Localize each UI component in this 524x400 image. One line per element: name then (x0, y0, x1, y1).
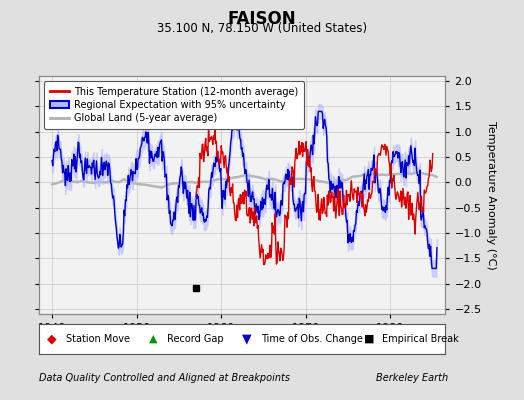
Text: Station Move: Station Move (66, 334, 130, 344)
Text: ■: ■ (364, 334, 375, 344)
Text: Data Quality Controlled and Aligned at Breakpoints: Data Quality Controlled and Aligned at B… (39, 373, 290, 383)
Legend: This Temperature Station (12-month average), Regional Expectation with 95% uncer: This Temperature Station (12-month avera… (44, 81, 304, 129)
Text: ▼: ▼ (242, 332, 252, 346)
Text: FAISON: FAISON (228, 10, 296, 28)
Text: ◆: ◆ (47, 332, 57, 346)
Text: Berkeley Earth: Berkeley Earth (376, 373, 448, 383)
Text: Empirical Break: Empirical Break (383, 334, 459, 344)
Text: 35.100 N, 78.150 W (United States): 35.100 N, 78.150 W (United States) (157, 22, 367, 35)
Text: Time of Obs. Change: Time of Obs. Change (260, 334, 363, 344)
Text: ▲: ▲ (149, 334, 157, 344)
Text: Record Gap: Record Gap (167, 334, 224, 344)
Y-axis label: Temperature Anomaly (°C): Temperature Anomaly (°C) (486, 121, 496, 269)
